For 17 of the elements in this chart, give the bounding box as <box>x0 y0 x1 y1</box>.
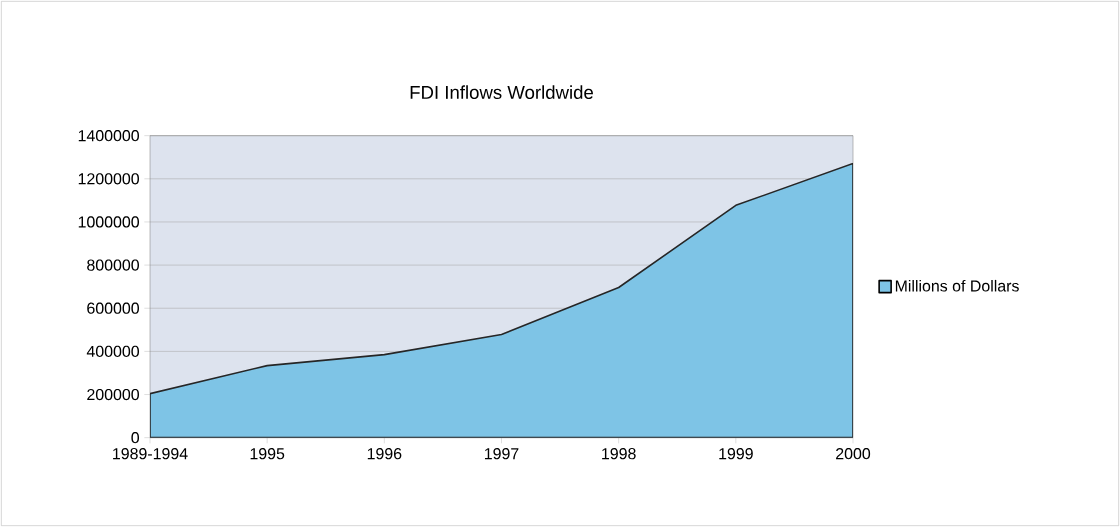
legend-label: Millions of Dollars <box>895 279 1019 292</box>
y-tick-label: 600000 <box>87 302 140 314</box>
x-tick-label: 1999 <box>719 448 753 460</box>
x-tick-label: 2000 <box>836 448 871 460</box>
y-tick-label: 1000000 <box>78 216 140 228</box>
y-tick-label: 1200000 <box>78 173 140 185</box>
chart-title: FDI Inflows Worldwide <box>410 85 593 99</box>
y-tick-label: 400000 <box>86 345 140 358</box>
y-tick-label: 0 <box>131 432 140 444</box>
x-tick-label: 1996 <box>367 448 402 460</box>
x-tick-label: 1989-1994 <box>113 448 188 460</box>
x-tick-label: 1998 <box>602 448 636 460</box>
x-tick-label: 1995 <box>250 448 285 460</box>
y-tick-label: 1400000 <box>78 130 140 142</box>
y-tick-label: 800000 <box>87 259 140 271</box>
y-tick-label: 200000 <box>87 388 140 401</box>
x-tick-label: 1997 <box>484 448 519 460</box>
